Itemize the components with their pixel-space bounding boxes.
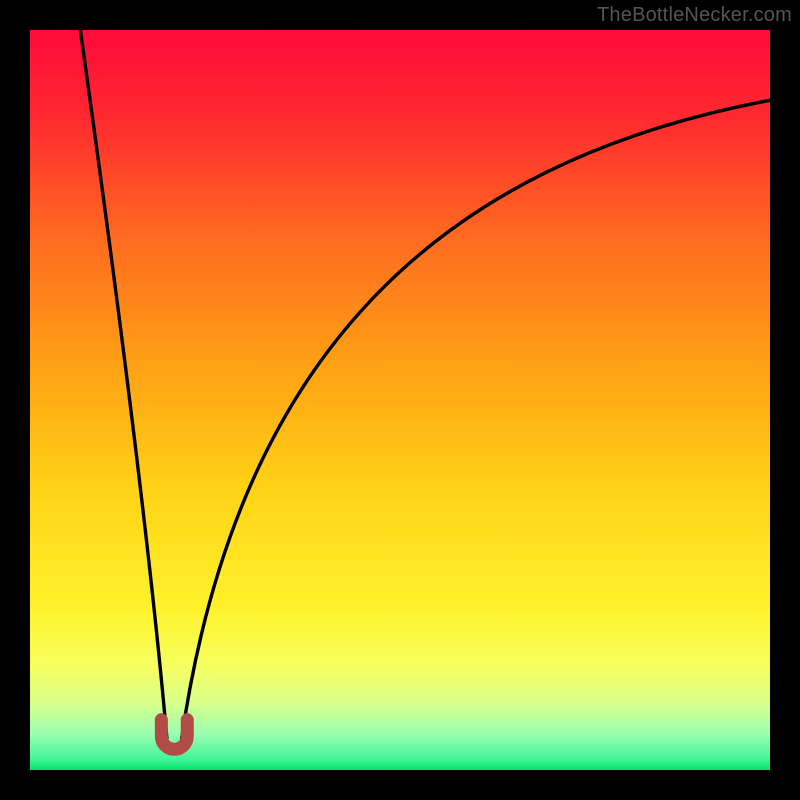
dip-marker-icon bbox=[161, 720, 187, 750]
curve-right-branch bbox=[182, 100, 770, 738]
watermark-text: TheBottleNecker.com bbox=[597, 4, 792, 27]
curve-left-branch bbox=[80, 30, 167, 738]
chart-frame: TheBottleNecker.com bbox=[0, 0, 800, 800]
chart-inner bbox=[30, 30, 770, 770]
curve-svg bbox=[30, 30, 770, 770]
